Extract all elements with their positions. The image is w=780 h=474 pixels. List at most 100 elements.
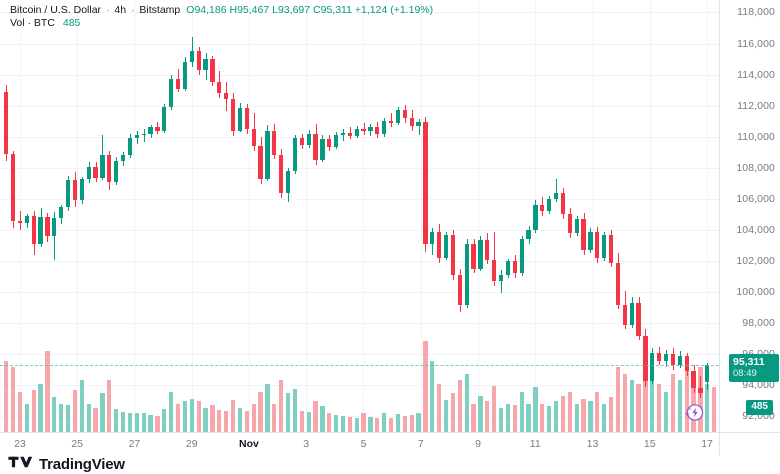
candle-body [93,167,98,178]
candle-wick [501,270,502,293]
volume-bar [134,413,139,432]
tradingview-logo[interactable]: TradingView [8,455,125,474]
candle-body [45,216,50,237]
chart-pane[interactable] [0,0,719,432]
legend-symbol[interactable]: Bitcoin / U.S. Dollar [10,4,102,16]
volume-bar [670,374,676,432]
volume-bar [416,413,421,432]
lightning-bolt-icon[interactable] [683,402,704,423]
candle-body [196,51,201,70]
volume-bar [244,410,249,432]
volume-bar [615,366,621,432]
time-axis-label: 13 [586,438,599,450]
gridline-horizontal [0,292,719,293]
candle-body [313,133,318,161]
gridline-vertical [249,0,250,432]
volume-bar [182,401,188,432]
volume-bar [712,386,717,432]
legend-symbol-row[interactable]: Bitcoin / U.S. Dollar · 4h · Bitstamp O94… [10,4,433,17]
candle-body [450,234,456,276]
volume-bar [437,383,442,432]
price-axis-label: 102,000 [736,255,775,268]
candle-body [423,121,428,244]
candle-body [615,262,621,305]
candle-body [388,121,394,123]
volume-bar [313,401,318,432]
legend-close-label: C [313,4,321,16]
volume-bar [608,396,614,432]
gridline-horizontal [0,44,719,45]
time-axis[interactable]: 23 25 27 29 Nov 3 5 7 9 11 13 15 17 [0,432,719,455]
candle-wick [700,376,701,398]
candle-body [333,135,339,147]
volume-bar [657,383,662,432]
volume-bar [230,400,236,432]
candle-body [602,235,607,258]
gridline-vertical [650,0,651,432]
candle-body [155,127,160,132]
candle-body [182,62,188,89]
candle-body [114,160,119,182]
candle-body [478,240,483,269]
volume-bar [175,404,181,432]
volume-bar [148,415,153,432]
candle-body [100,154,105,178]
volume-bar [533,387,538,432]
candle-body [698,388,703,394]
candle-body [258,146,263,179]
legend-volume-row[interactable]: Vol · BTC 485 [10,17,433,30]
time-axis-label: 5 [360,438,367,450]
price-axis[interactable]: 92,00094,00096,00098,000100,000102,00010… [719,0,780,432]
volume-bar [388,418,394,432]
volume-bar [292,389,297,432]
legend-sep-2: · [130,4,135,16]
volume-bar [285,393,291,432]
volume-bar [423,340,428,432]
volume-bar [567,392,572,432]
legend-low-label: L [272,4,278,16]
volume-bar [327,413,332,432]
legend-open-value: 94,186 [194,4,227,16]
candle-body [663,354,669,361]
current-price-time: 08:49 [733,368,757,379]
candle-body [402,110,407,119]
candle-body [79,179,84,201]
legend-exchange[interactable]: Bitstamp [139,4,181,16]
candle-body [251,128,256,147]
volume-bar [402,416,407,432]
gridline-vertical [77,0,78,432]
candle-body [340,132,346,136]
candle-wick [419,118,420,136]
volume-bar [141,412,146,432]
volume-bar [189,398,194,432]
volume-bar [10,366,16,432]
volume-bar [24,404,29,432]
volume-bar [306,411,311,432]
candle-body [4,91,9,154]
volume-bar [540,404,545,432]
gridline-horizontal [0,416,719,417]
candle-body [443,234,449,258]
candle-body [505,261,511,276]
legend-interval[interactable]: 4h [114,4,127,16]
current-volume-badge[interactable]: 485 [746,400,773,415]
volume-bar [526,404,531,432]
candle-wick [494,231,495,286]
candle-body [217,82,222,94]
volume-bar [196,401,201,432]
volume-bar [340,416,346,432]
gridline-vertical [192,0,193,432]
time-axis-label: 17 [701,438,713,450]
current-price-badge[interactable]: 95,311 08:49 [729,354,779,382]
candle-body [272,130,277,156]
volume-bar [224,410,229,432]
volume-bar [272,404,277,432]
candle-body [382,121,387,135]
candle-body [492,259,497,282]
candle-body [237,108,242,131]
candle-body [320,139,325,161]
volume-bar [279,380,284,432]
candle-body [203,59,208,70]
volume-bar [636,383,641,432]
